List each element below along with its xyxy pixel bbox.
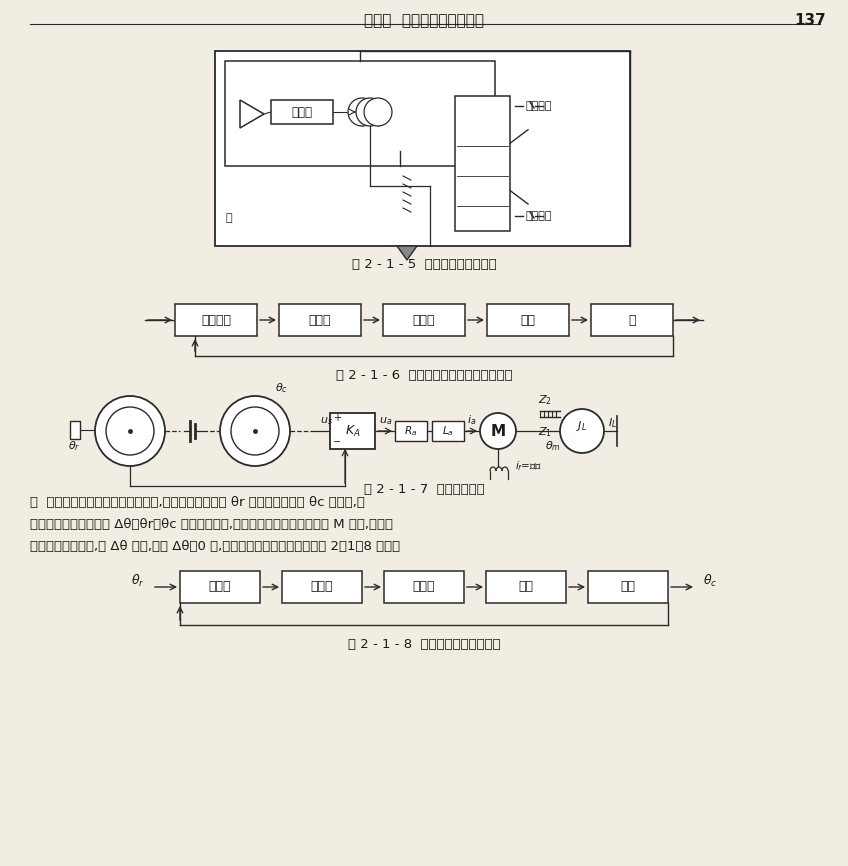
Text: $\theta_c$: $\theta_c$: [275, 381, 288, 395]
Text: $u_s$: $u_s$: [320, 415, 333, 427]
Text: 第一章  自动控制的一般概念: 第一章 自动控制的一般概念: [364, 13, 484, 28]
Bar: [486, 571, 566, 603]
Bar: [70, 421, 80, 439]
Text: $J_L$: $J_L$: [576, 419, 587, 433]
Bar: [279, 304, 361, 336]
Bar: [384, 571, 464, 603]
Text: 图 2 - 1 - 8  位置随动系统的方框图: 图 2 - 1 - 8 位置随动系统的方框图: [348, 638, 500, 651]
Bar: [180, 571, 260, 603]
Text: $i_a$: $i_a$: [467, 413, 477, 427]
Text: 机构带动负载转动,使 Δθ 减小,直到 Δθ＝0 时,电机停止。系统的方框图如图 2－1－8 所示。: 机构带动负载转动,使 Δθ 减小,直到 Δθ＝0 时,电机停止。系统的方框图如图…: [30, 540, 400, 553]
Text: 图 2 - 1 - 6  大门开、关控制系统的方框图: 图 2 - 1 - 6 大门开、关控制系统的方框图: [336, 369, 512, 382]
Circle shape: [348, 98, 376, 126]
Text: 图 2 - 1 - 7  位置随动系统: 图 2 - 1 - 7 位置随动系统: [364, 483, 484, 496]
Text: 测器输出一个与误差角 Δθ＝θr－θc 成正比的电压,经放大器放大后驱动电动机 M 转动,经齿轮: 测器输出一个与误差角 Δθ＝θr－θc 成正比的电压,经放大器放大后驱动电动机 …: [30, 518, 393, 531]
Bar: [588, 571, 668, 603]
Bar: [383, 304, 465, 336]
Text: 解  由一对电位器组成误差角检测器,当输入手柄的转角 θr 与输出轴的转角 θc 不同时,检: 解 由一对电位器组成误差角检测器,当输入手柄的转角 θr 与输出轴的转角 θc …: [30, 496, 365, 509]
Circle shape: [560, 409, 604, 453]
Text: $i_f$=常值: $i_f$=常值: [515, 459, 542, 473]
Text: 137: 137: [795, 13, 826, 28]
Text: 开门开关: 开门开关: [525, 101, 551, 111]
Text: −: −: [333, 437, 341, 447]
Text: 桥式电路: 桥式电路: [201, 313, 231, 326]
Text: $Z_2$: $Z_2$: [538, 393, 552, 407]
Text: 负载: 负载: [621, 580, 635, 593]
Text: $u_a$: $u_a$: [379, 415, 393, 427]
Text: 绞盘: 绞盘: [521, 313, 535, 326]
Text: 门: 门: [628, 313, 636, 326]
Bar: [591, 304, 673, 336]
Bar: [282, 571, 362, 603]
Text: 关门开关: 关门开关: [525, 211, 551, 221]
Text: $\theta_r$: $\theta_r$: [68, 439, 81, 453]
Bar: [215, 51, 630, 246]
Text: $I_L$: $I_L$: [608, 416, 617, 430]
Circle shape: [220, 396, 290, 466]
Bar: [175, 304, 257, 336]
Text: $\theta_r$: $\theta_r$: [131, 573, 145, 589]
Polygon shape: [397, 246, 417, 260]
Circle shape: [106, 407, 154, 455]
Text: $R_a$: $R_a$: [404, 424, 417, 438]
Bar: [330, 413, 375, 449]
Text: $K_A$: $K_A$: [344, 423, 360, 438]
Text: 电位器: 电位器: [209, 580, 232, 593]
Text: M: M: [490, 423, 505, 438]
Bar: [225, 61, 495, 166]
Text: $Z_1$: $Z_1$: [538, 425, 552, 439]
Text: 电动机: 电动机: [292, 106, 313, 119]
Text: 电动机: 电动机: [413, 580, 435, 593]
Bar: [455, 96, 510, 231]
Text: 电动机: 电动机: [413, 313, 435, 326]
Text: 放大器: 放大器: [309, 313, 332, 326]
Text: $\theta_m$: $\theta_m$: [545, 439, 561, 453]
Circle shape: [231, 407, 279, 455]
Text: 门: 门: [226, 213, 232, 223]
Circle shape: [480, 413, 516, 449]
Text: +: +: [333, 413, 341, 423]
Polygon shape: [240, 100, 264, 128]
Bar: [432, 421, 464, 441]
Circle shape: [364, 98, 392, 126]
Bar: [271, 100, 333, 124]
Circle shape: [95, 396, 165, 466]
Text: 放大器: 放大器: [310, 580, 333, 593]
Circle shape: [356, 98, 384, 126]
Bar: [487, 304, 569, 336]
Text: 齿轮: 齿轮: [518, 580, 533, 593]
Text: $L_a$: $L_a$: [442, 424, 454, 438]
Text: 图 2 - 1 - 5  大门开、关控制系统: 图 2 - 1 - 5 大门开、关控制系统: [352, 258, 496, 271]
Bar: [395, 421, 427, 441]
Text: $\theta_c$: $\theta_c$: [703, 573, 717, 589]
